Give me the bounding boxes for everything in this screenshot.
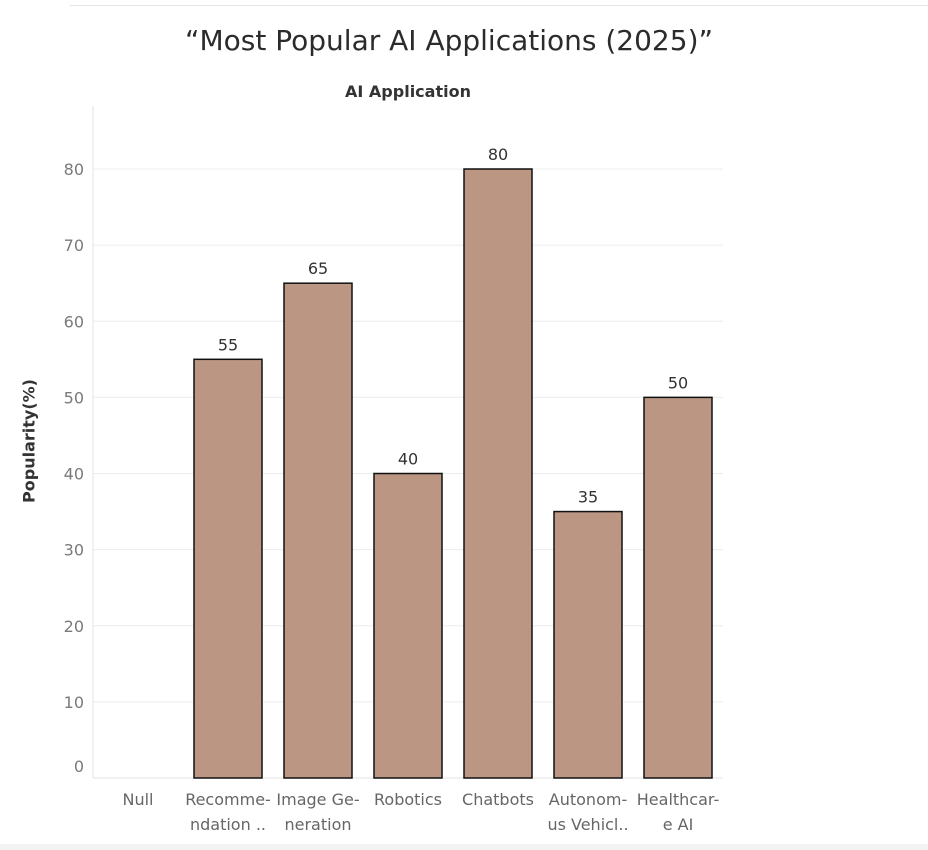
category-label: Autonom-us Vehicl..: [547, 790, 628, 834]
data-label: 40: [398, 450, 418, 469]
y-tick-label: 30: [64, 541, 84, 560]
bar: [553, 510, 623, 779]
y-tick-label: 20: [64, 617, 84, 636]
y-tick-label: 80: [64, 160, 84, 179]
data-label: 65: [308, 259, 328, 278]
data-label: 35: [578, 488, 598, 507]
data-labels: 55 65 40 80 35 50: [218, 145, 688, 507]
category-label: Null: [123, 790, 154, 809]
bar: [193, 358, 263, 779]
bar: [283, 282, 353, 779]
y-tick-label: 60: [64, 312, 84, 331]
bar: [463, 168, 533, 779]
category-labels: Null Recomme-ndation ..Image Ge-neration R…: [123, 790, 720, 834]
bar: [643, 396, 713, 779]
y-tick-labels: 0 10 20 30 40 50 60 70 80: [64, 160, 84, 776]
category-label: Robotics: [374, 790, 442, 809]
category-label: Healthcar-e AI: [637, 790, 719, 834]
y-tick-label: 0: [74, 757, 84, 776]
category-label: Chatbots: [462, 790, 534, 809]
bars: [193, 168, 713, 779]
y-tick-label: 50: [64, 388, 84, 407]
category-label: Image Ge-neration: [276, 790, 359, 834]
category-label: Recomme-ndation ..: [185, 790, 271, 834]
data-label: 55: [218, 335, 238, 354]
bottom-band: [0, 844, 928, 850]
chart-title: “Most Popular AI Applications (2025)”: [184, 24, 713, 57]
y-tick-label: 40: [64, 465, 84, 484]
y-tick-label: 70: [64, 236, 84, 255]
top-divider: [70, 5, 928, 6]
data-label: 80: [488, 145, 508, 164]
y-tick-label: 10: [64, 693, 84, 712]
x-axis-title: AI Application: [345, 82, 471, 101]
data-label: 50: [668, 373, 688, 392]
bar: [373, 472, 443, 779]
